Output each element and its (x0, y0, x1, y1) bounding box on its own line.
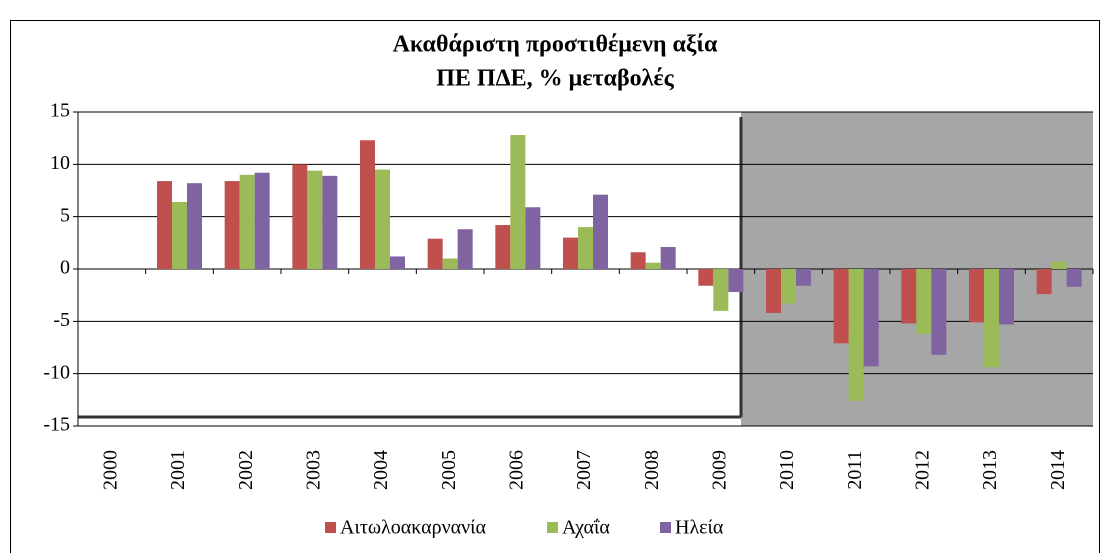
legend-swatch (547, 522, 558, 533)
bar (630, 252, 646, 269)
bar (307, 170, 323, 269)
x-tick-label: 2013 (979, 450, 1001, 490)
bar (375, 169, 390, 269)
bar (766, 269, 781, 313)
x-tick-label: 2011 (844, 450, 866, 489)
bar (713, 269, 729, 311)
bar (645, 262, 661, 269)
bar (157, 181, 172, 269)
x-tick-label: 2009 (708, 450, 730, 490)
bar (510, 135, 526, 269)
x-tick-label: 2008 (641, 450, 663, 490)
legend-swatch (325, 522, 336, 533)
chart-title: Ακαθάριστη προστιθέμενη αξία (393, 32, 718, 58)
x-tick-label: 2000 (99, 450, 121, 490)
bar (999, 269, 1014, 325)
bar (563, 237, 578, 269)
bar (1066, 269, 1082, 287)
bar (593, 194, 608, 269)
bar (187, 183, 202, 269)
y-tick-label: -15 (43, 414, 70, 436)
x-tick-label: 2003 (302, 450, 324, 490)
bar (224, 181, 240, 269)
bar (848, 269, 864, 401)
bar (901, 269, 917, 324)
bar (360, 140, 375, 269)
bar (239, 174, 255, 269)
legend-swatch (660, 522, 671, 533)
bar (1051, 261, 1067, 269)
y-tick-label: -5 (53, 309, 70, 331)
x-tick-label: 2005 (438, 450, 460, 490)
bar (525, 207, 541, 269)
bar (660, 247, 676, 269)
x-tick-label: 2004 (370, 450, 392, 490)
bar (322, 175, 338, 269)
chart-subtitle: ΠΕ ΠΔΕ, % μεταβολές (436, 66, 674, 92)
bar (781, 269, 796, 304)
bar (969, 269, 984, 323)
legend-label: Αιτωλοακαρνανία (340, 517, 487, 539)
x-tick-label: 2010 (776, 450, 798, 490)
y-tick-label: -10 (43, 361, 70, 383)
x-tick-label: 2002 (235, 450, 257, 490)
y-tick-label: 15 (50, 100, 70, 122)
bar (427, 238, 443, 269)
bar (698, 269, 714, 286)
x-tick-label: 2012 (911, 450, 933, 490)
bar (172, 202, 187, 269)
legend-label: Αχαΐα (562, 517, 610, 539)
y-tick-label: 0 (60, 257, 70, 279)
bar (796, 269, 811, 286)
bar (457, 229, 473, 269)
bar (833, 269, 849, 344)
bar (578, 227, 593, 269)
bar (984, 269, 999, 368)
legend-label: Ηλεία (675, 517, 724, 539)
x-tick-label: 2014 (1047, 450, 1069, 490)
y-tick-label: 10 (50, 152, 70, 174)
bar (863, 269, 879, 367)
bar (931, 269, 947, 355)
y-tick-label: 5 (60, 204, 70, 226)
x-tick-label: 2007 (573, 450, 595, 490)
x-tick-label: 2001 (167, 450, 189, 490)
bar (916, 269, 932, 334)
x-tick-label: 2006 (505, 450, 527, 490)
bar (442, 258, 458, 269)
bar (1036, 269, 1052, 295)
bar (390, 256, 405, 269)
bar (495, 225, 511, 269)
bar (292, 164, 308, 269)
bar (254, 172, 270, 269)
bar (728, 269, 744, 293)
